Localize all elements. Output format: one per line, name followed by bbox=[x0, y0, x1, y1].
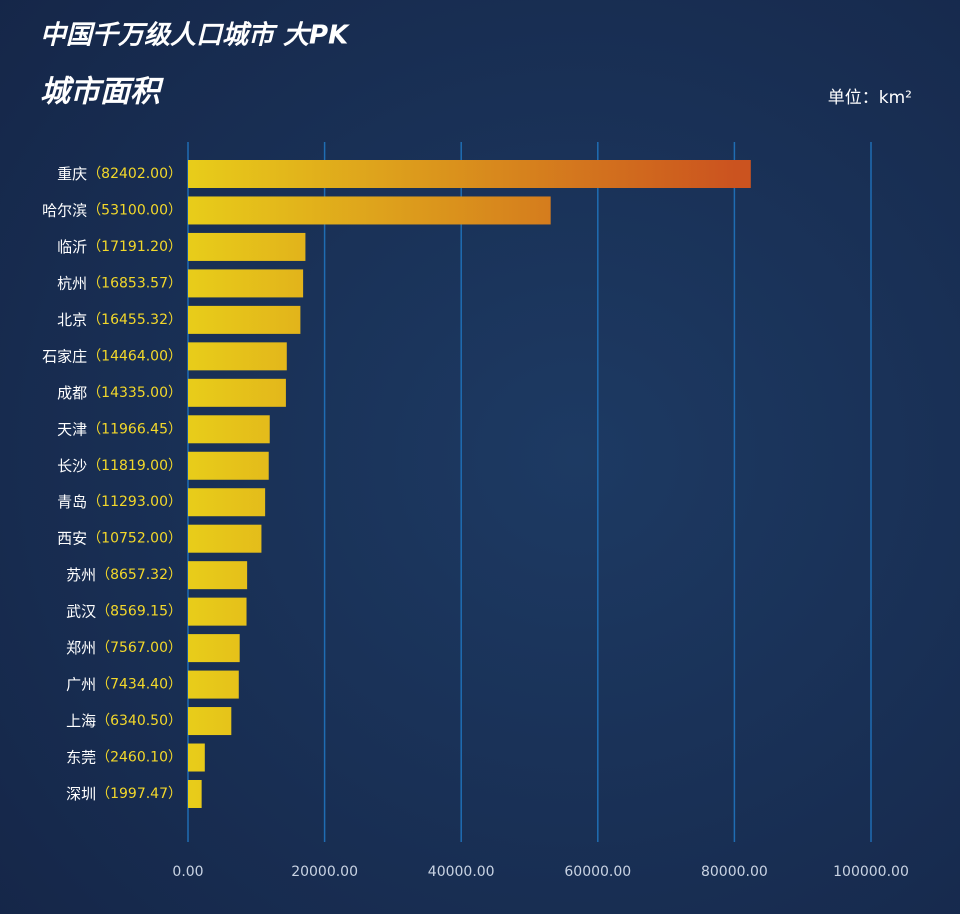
bar bbox=[188, 378, 286, 407]
chart-subtitle: 城市面积 bbox=[40, 75, 164, 110]
bar bbox=[188, 342, 287, 371]
category-label: 哈尔滨（53100.00） bbox=[42, 201, 182, 219]
bar bbox=[188, 597, 247, 626]
category-label: 青岛（11293.00） bbox=[57, 493, 182, 511]
city-name: 长沙 bbox=[57, 456, 87, 474]
bar bbox=[188, 707, 232, 736]
bar bbox=[188, 451, 269, 480]
bar bbox=[188, 779, 202, 808]
bar bbox=[188, 670, 239, 699]
bar bbox=[188, 561, 248, 590]
x-tick-label: 80000.00 bbox=[701, 864, 768, 880]
category-label: 天津（11966.45） bbox=[57, 420, 182, 438]
value-label: （7434.40） bbox=[96, 677, 182, 693]
category-label: 武汉（8569.15） bbox=[66, 602, 182, 620]
category-label: 杭州（16853.57） bbox=[57, 274, 182, 292]
bar bbox=[188, 415, 270, 444]
category-label: 西安（10752.00） bbox=[57, 529, 182, 547]
chart-title: 中国千万级人口城市 大PK bbox=[40, 21, 350, 51]
city-name: 东莞 bbox=[66, 748, 96, 766]
category-label: 石家庄（14464.00） bbox=[42, 347, 182, 365]
city-name: 临沂 bbox=[57, 237, 87, 255]
x-tick-label: 40000.00 bbox=[428, 864, 495, 880]
bar bbox=[188, 634, 240, 663]
bar bbox=[188, 160, 751, 188]
city-name: 成都 bbox=[57, 383, 87, 401]
city-name: 哈尔滨 bbox=[42, 201, 87, 219]
category-label: 重庆（82402.00） bbox=[57, 165, 182, 183]
value-label: （11966.45） bbox=[87, 421, 182, 437]
category-label: 临沂（17191.20） bbox=[57, 237, 182, 255]
city-name: 上海 bbox=[66, 712, 96, 730]
bar bbox=[188, 232, 306, 261]
bar bbox=[188, 269, 304, 298]
city-name: 武汉 bbox=[66, 602, 96, 620]
bar bbox=[188, 305, 301, 334]
value-label: （7567.00） bbox=[96, 640, 182, 656]
value-label: （16455.32） bbox=[87, 312, 182, 328]
city-name: 北京 bbox=[57, 310, 87, 328]
category-label: 苏州（8657.32） bbox=[66, 566, 182, 584]
value-label: （14464.00） bbox=[87, 348, 182, 364]
category-label: 上海（6340.50） bbox=[66, 712, 182, 730]
category-label: 广州（7434.40） bbox=[66, 675, 182, 693]
category-label: 北京（16455.32） bbox=[57, 310, 182, 328]
value-label: （53100.00） bbox=[87, 202, 182, 218]
city-name: 重庆 bbox=[57, 165, 87, 183]
value-label: （6340.50） bbox=[96, 713, 182, 729]
value-label: （11819.00） bbox=[87, 458, 182, 474]
x-tick-label: 100000.00 bbox=[833, 864, 909, 880]
city-name: 杭州 bbox=[57, 274, 87, 292]
bar bbox=[188, 743, 205, 772]
bar bbox=[188, 524, 262, 553]
value-label: （8657.32） bbox=[96, 567, 182, 583]
city-name: 深圳 bbox=[66, 784, 96, 802]
city-name: 西安 bbox=[57, 529, 87, 547]
category-label: 东莞（2460.10） bbox=[66, 748, 182, 766]
x-tick-label: 60000.00 bbox=[564, 864, 631, 880]
bar bbox=[188, 488, 266, 517]
unit-label: 单位：km² bbox=[828, 88, 912, 108]
category-label: 深圳（1997.47） bbox=[66, 784, 182, 802]
value-label: （17191.20） bbox=[87, 239, 182, 255]
category-label: 郑州（7567.00） bbox=[66, 639, 182, 657]
city-name: 石家庄 bbox=[42, 347, 87, 365]
value-label: （2460.10） bbox=[96, 750, 182, 766]
value-label: （1997.47） bbox=[96, 786, 182, 802]
value-label: （16853.57） bbox=[87, 275, 182, 291]
value-label: （14335.00） bbox=[87, 385, 182, 401]
city-name: 青岛 bbox=[57, 493, 87, 511]
x-tick-label: 0.00 bbox=[172, 864, 203, 880]
x-tick-label: 20000.00 bbox=[291, 864, 358, 880]
city-name: 苏州 bbox=[66, 566, 96, 584]
value-label: （8569.15） bbox=[96, 604, 182, 620]
bar bbox=[188, 196, 551, 225]
city-name: 郑州 bbox=[66, 639, 96, 657]
category-label: 长沙（11819.00） bbox=[57, 456, 182, 474]
value-label: （10752.00） bbox=[87, 531, 182, 547]
city-name: 广州 bbox=[66, 675, 96, 693]
value-label: （82402.00） bbox=[87, 166, 182, 182]
city-name: 天津 bbox=[57, 420, 87, 438]
value-label: （11293.00） bbox=[87, 494, 182, 510]
category-label: 成都（14335.00） bbox=[57, 383, 182, 401]
